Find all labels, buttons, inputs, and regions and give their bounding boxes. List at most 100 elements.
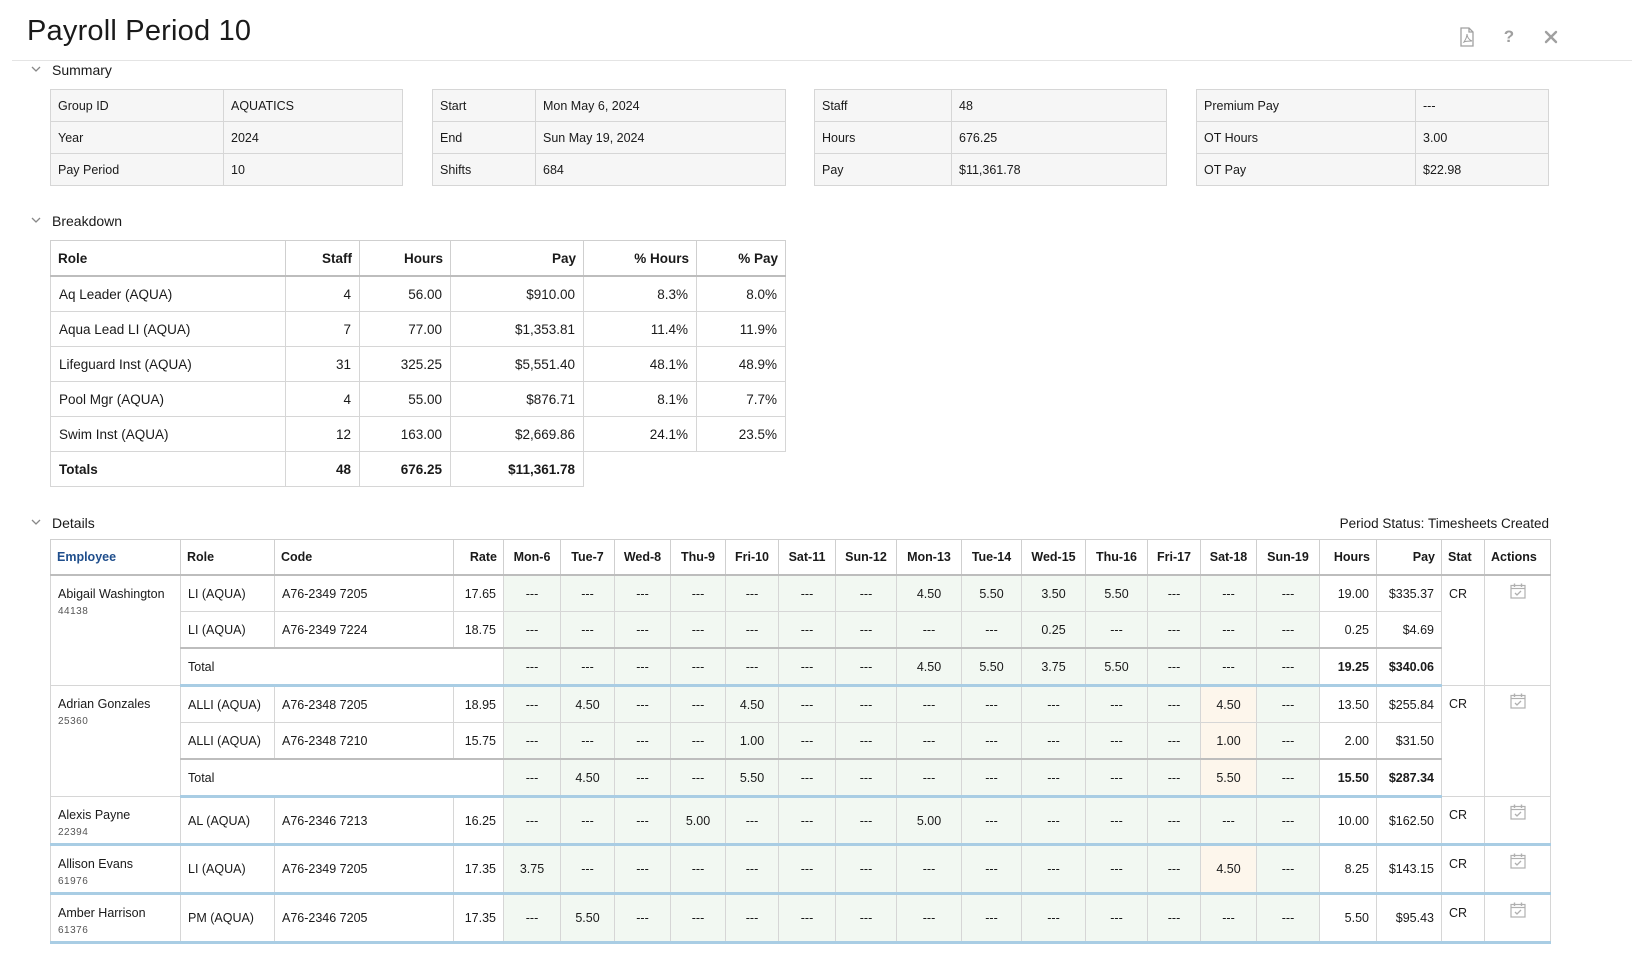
day-hours-cell[interactable]: ---	[896, 844, 962, 895]
calendar-check-icon[interactable]	[1509, 582, 1527, 603]
day-hours-cell[interactable]: ---	[670, 722, 726, 760]
column-header[interactable]: Fri-17	[1147, 539, 1201, 576]
day-hours-cell[interactable]: ---	[778, 796, 836, 846]
day-hours-cell[interactable]: 5.00	[896, 796, 962, 846]
day-hours-cell[interactable]: ---	[560, 611, 615, 649]
employee-cell[interactable]: Allison Evans 61976	[50, 844, 181, 895]
day-hours-cell[interactable]: ---	[725, 574, 779, 612]
column-header[interactable]: Mon-6	[503, 539, 561, 576]
day-hours-cell[interactable]: ---	[896, 685, 962, 723]
day-hours-cell[interactable]: 4.50	[725, 685, 779, 723]
column-header[interactable]: Tue-14	[961, 539, 1022, 576]
day-hours-cell[interactable]: ---	[614, 611, 671, 649]
day-hours-cell[interactable]: ---	[670, 685, 726, 723]
column-header[interactable]: Pay	[1376, 539, 1442, 576]
day-hours-cell[interactable]: 5.50	[961, 574, 1022, 612]
employee-cell[interactable]: Abigail Washington 44138	[50, 574, 181, 686]
day-hours-cell[interactable]: ---	[835, 574, 897, 612]
day-hours-cell[interactable]: ---	[670, 844, 726, 895]
employee-cell[interactable]: Adrian Gonzales 25360	[50, 685, 181, 797]
day-hours-cell[interactable]: 0.25	[1021, 611, 1086, 649]
day-hours-cell[interactable]: 5.00	[670, 796, 726, 846]
day-hours-cell[interactable]: ---	[778, 611, 836, 649]
day-hours-cell[interactable]: 5.50	[1085, 574, 1148, 612]
day-hours-cell[interactable]: 3.75	[503, 844, 561, 895]
day-hours-cell[interactable]: ---	[778, 893, 836, 944]
day-hours-cell[interactable]: ---	[725, 796, 779, 846]
day-hours-cell[interactable]: ---	[961, 844, 1022, 895]
day-hours-cell[interactable]: ---	[614, 574, 671, 612]
column-header[interactable]: % Hours	[583, 240, 697, 277]
column-header[interactable]: Hours	[359, 240, 451, 277]
day-hours-cell[interactable]: ---	[778, 844, 836, 895]
column-header[interactable]: Tue-7	[560, 539, 615, 576]
summary-section-toggle[interactable]: Summary	[30, 62, 112, 78]
day-hours-cell[interactable]: ---	[961, 611, 1022, 649]
day-hours-cell[interactable]: ---	[503, 796, 561, 846]
column-header[interactable]: Wed-15	[1021, 539, 1086, 576]
column-header[interactable]: Stat	[1441, 539, 1485, 576]
day-hours-cell[interactable]: ---	[1256, 685, 1320, 723]
column-header[interactable]: Fri-10	[725, 539, 779, 576]
day-hours-cell[interactable]: 1.00	[725, 722, 779, 760]
day-hours-cell[interactable]: ---	[1256, 844, 1320, 895]
day-hours-cell[interactable]: ---	[1085, 685, 1148, 723]
day-hours-cell[interactable]: ---	[560, 844, 615, 895]
employee-name[interactable]: Amber Harrison	[58, 906, 146, 920]
day-hours-cell[interactable]: ---	[961, 796, 1022, 846]
column-header[interactable]: Role	[50, 240, 286, 277]
day-hours-cell[interactable]: ---	[1200, 796, 1257, 846]
column-header[interactable]: Sat-11	[778, 539, 836, 576]
day-hours-cell[interactable]: ---	[778, 574, 836, 612]
column-header[interactable]: Sat-18	[1200, 539, 1257, 576]
day-hours-cell[interactable]: ---	[1200, 611, 1257, 649]
day-hours-cell[interactable]: ---	[1147, 574, 1201, 612]
day-hours-cell[interactable]: ---	[896, 893, 962, 944]
employee-sort-link[interactable]: Employee	[50, 539, 181, 576]
day-hours-cell[interactable]: ---	[725, 844, 779, 895]
day-hours-cell[interactable]: ---	[503, 685, 561, 723]
day-hours-cell[interactable]: ---	[725, 893, 779, 944]
day-hours-cell[interactable]: ---	[1021, 893, 1086, 944]
day-hours-cell[interactable]: ---	[1085, 611, 1148, 649]
column-header[interactable]: Hours	[1319, 539, 1377, 576]
day-hours-cell[interactable]: ---	[670, 893, 726, 944]
day-hours-cell[interactable]: ---	[1147, 722, 1201, 760]
day-hours-cell[interactable]: ---	[778, 685, 836, 723]
day-hours-cell[interactable]: ---	[560, 796, 615, 846]
day-hours-cell[interactable]: ---	[503, 893, 561, 944]
day-hours-cell[interactable]: ---	[835, 796, 897, 846]
day-hours-cell[interactable]: 4.50	[560, 685, 615, 723]
day-hours-cell[interactable]: ---	[1200, 893, 1257, 944]
column-header[interactable]: Sun-12	[835, 539, 897, 576]
day-hours-cell[interactable]: ---	[503, 722, 561, 760]
day-hours-cell[interactable]: ---	[778, 722, 836, 760]
day-hours-cell[interactable]: ---	[1147, 611, 1201, 649]
day-hours-cell[interactable]: 4.50	[1200, 685, 1257, 723]
day-hours-cell[interactable]: ---	[1021, 796, 1086, 846]
day-hours-cell[interactable]: ---	[1147, 893, 1201, 944]
day-hours-cell[interactable]: ---	[1021, 722, 1086, 760]
column-header[interactable]: Thu-16	[1085, 539, 1148, 576]
breakdown-section-toggle[interactable]: Breakdown	[30, 213, 122, 229]
day-hours-cell[interactable]: ---	[961, 685, 1022, 723]
day-hours-cell[interactable]: ---	[835, 685, 897, 723]
day-hours-cell[interactable]: ---	[1085, 893, 1148, 944]
day-hours-cell[interactable]: ---	[835, 893, 897, 944]
day-hours-cell[interactable]: ---	[1085, 844, 1148, 895]
column-header[interactable]: Code	[274, 539, 454, 576]
day-hours-cell[interactable]: ---	[1256, 796, 1320, 846]
column-header[interactable]: Sun-19	[1256, 539, 1320, 576]
day-hours-cell[interactable]: ---	[1085, 796, 1148, 846]
employee-name[interactable]: Allison Evans	[58, 857, 134, 871]
day-hours-cell[interactable]: ---	[896, 722, 962, 760]
column-header[interactable]: Actions	[1484, 539, 1551, 576]
day-hours-cell[interactable]: ---	[1147, 685, 1201, 723]
day-hours-cell[interactable]: ---	[1021, 685, 1086, 723]
employee-name[interactable]: Adrian Gonzales	[58, 697, 151, 711]
employee-cell[interactable]: Amber Harrison 61376	[50, 893, 181, 944]
column-header[interactable]: Staff	[285, 240, 360, 277]
day-hours-cell[interactable]: ---	[1021, 844, 1086, 895]
employee-name[interactable]: Alexis Payne	[58, 808, 131, 822]
day-hours-cell[interactable]: ---	[503, 574, 561, 612]
